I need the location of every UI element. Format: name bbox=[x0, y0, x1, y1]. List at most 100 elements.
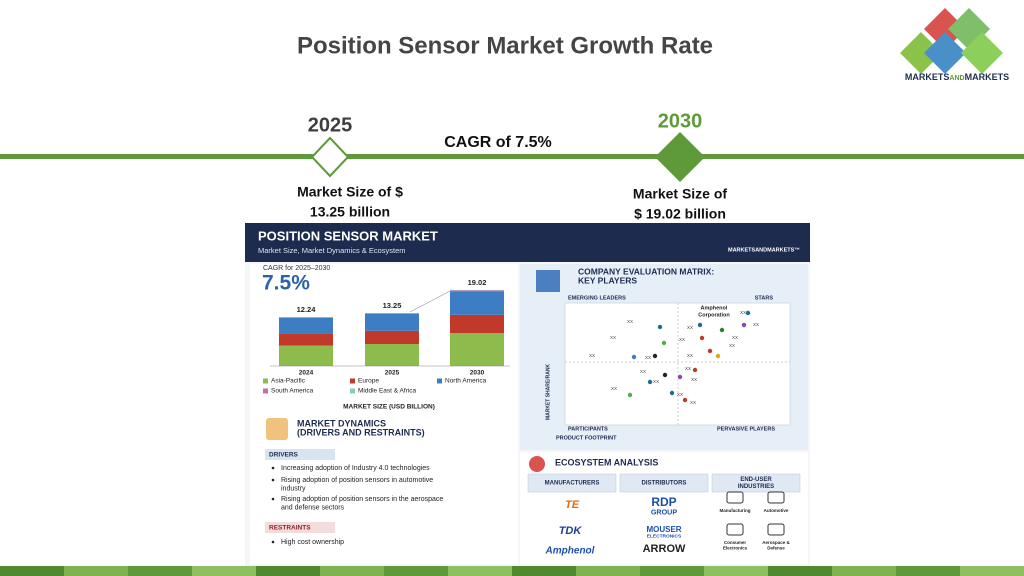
matrix-icon bbox=[536, 270, 560, 292]
highlight-label: Corporation bbox=[698, 312, 730, 318]
start-year: 2025 bbox=[308, 114, 353, 136]
bar-segment bbox=[279, 333, 333, 346]
point-label: XX bbox=[653, 379, 659, 384]
bullet bbox=[271, 466, 275, 470]
point-label: XX bbox=[685, 366, 691, 371]
bar-segment bbox=[365, 344, 419, 366]
matrix-point bbox=[715, 353, 721, 359]
footer-stripe bbox=[896, 566, 960, 576]
industry-label: Manufacturing bbox=[720, 508, 751, 513]
matrix-point bbox=[631, 354, 637, 360]
bar-segment bbox=[279, 318, 333, 334]
column-label: MANUFACTURERS bbox=[545, 481, 600, 487]
matrix-point bbox=[697, 322, 703, 328]
point-label: XX bbox=[645, 355, 651, 360]
point-label: XX bbox=[589, 353, 595, 358]
total-label: 13.25 bbox=[383, 301, 402, 310]
footer-stripe bbox=[320, 566, 384, 576]
column-label: DISTRIBUTORS bbox=[642, 481, 687, 487]
legend-swatch bbox=[263, 388, 268, 394]
category-label: 2030 bbox=[470, 370, 485, 377]
distributor-logo: ARROW bbox=[643, 543, 686, 555]
point-label: XX bbox=[677, 392, 683, 397]
footer-stripe bbox=[576, 566, 640, 576]
end-marker bbox=[655, 132, 705, 182]
bullet bbox=[271, 540, 275, 544]
matrix-point bbox=[677, 374, 683, 380]
footer-stripe bbox=[64, 566, 128, 576]
restraints-band bbox=[265, 522, 335, 533]
point-label: XX bbox=[640, 369, 646, 374]
matrix-point bbox=[707, 348, 713, 354]
point-label: XX bbox=[732, 335, 738, 340]
x-axis-label: PRODUCT FOOTPRINT bbox=[556, 435, 617, 441]
matrix-point bbox=[692, 367, 698, 373]
total-label: 19.02 bbox=[468, 278, 487, 287]
dynamics-title: MARKET DYNAMICS bbox=[297, 418, 386, 428]
logo-text: MARKETSANDMARKETS bbox=[905, 72, 1009, 82]
trend-line bbox=[409, 289, 453, 313]
timeline-line bbox=[0, 154, 1024, 159]
bar-segment bbox=[365, 330, 419, 344]
slide-title: Position Sensor Market Growth Rate bbox=[297, 32, 713, 59]
bar-segment bbox=[365, 314, 419, 331]
legend-swatch bbox=[350, 388, 355, 394]
point-label: XX bbox=[687, 353, 693, 358]
cagr: CAGR of 7.5% bbox=[444, 134, 552, 151]
infographic-title: POSITION SENSOR MARKET bbox=[258, 228, 438, 243]
manufacturer-logo: TDK bbox=[559, 525, 583, 537]
bar-segment bbox=[279, 345, 333, 366]
bullet-text: industry bbox=[281, 485, 306, 492]
footer-stripe bbox=[512, 566, 576, 576]
category-label: 2024 bbox=[299, 370, 314, 377]
column-label: END-USER bbox=[740, 477, 772, 483]
matrix-point bbox=[657, 324, 663, 330]
infographic-brand: MARKETSANDMARKETS™ bbox=[728, 247, 800, 253]
point-label: XX bbox=[627, 319, 633, 324]
drivers-band bbox=[265, 449, 335, 460]
point-label: XX bbox=[691, 377, 697, 382]
footer-stripe bbox=[640, 566, 704, 576]
footer-stripe bbox=[256, 566, 320, 576]
industry-label: Defense bbox=[767, 546, 785, 551]
bullet-text: High cost ownership bbox=[281, 539, 344, 546]
logo-mark bbox=[900, 8, 1003, 74]
legend-label: South America bbox=[271, 388, 314, 395]
footer-stripe bbox=[960, 566, 1024, 576]
column-header bbox=[619, 473, 709, 493]
industry-label: Consumer bbox=[724, 540, 747, 545]
matrix-point bbox=[682, 397, 688, 403]
bullet-text: Rising adoption of position sensors in a… bbox=[281, 477, 433, 484]
matrix-title: KEY PLAYERS bbox=[578, 275, 637, 285]
ecosystem-icon bbox=[529, 456, 545, 472]
quadrant-label: EMERGING LEADERS bbox=[568, 295, 626, 301]
quadrant-label: STARS bbox=[755, 295, 774, 301]
footer-stripe bbox=[0, 566, 64, 576]
dynamics-title: (DRIVERS AND RESTRAINTS) bbox=[297, 427, 425, 437]
distributor-logo: ELECTRONICS bbox=[647, 534, 682, 540]
legend-label: Middle East & Africa bbox=[358, 388, 417, 395]
legend-label: Europe bbox=[358, 378, 379, 385]
column-label: INDUSTRIES bbox=[738, 484, 774, 490]
highlight-label: Amphenol bbox=[701, 305, 728, 311]
industry-label: Electronics bbox=[723, 546, 748, 551]
point-label: XX bbox=[740, 310, 746, 315]
start-marker bbox=[310, 136, 350, 178]
footer-stripe bbox=[192, 566, 256, 576]
column-header bbox=[711, 473, 801, 493]
drivers-heading: DRIVERS bbox=[269, 452, 299, 459]
point-label: XX bbox=[753, 322, 759, 327]
manufacturer-logo: TE bbox=[565, 499, 580, 511]
point-label: XX bbox=[610, 335, 616, 340]
point-label: XX bbox=[690, 400, 696, 405]
legend-swatch bbox=[350, 378, 355, 384]
end-size: $ 19.02 billion bbox=[634, 206, 726, 222]
bullet-text: and defense sectors bbox=[281, 504, 345, 511]
bullet-text: Increasing adoption of Industry 4.0 tech… bbox=[281, 465, 430, 472]
point-label: XX bbox=[611, 386, 617, 391]
logo-word: MARKETS bbox=[965, 72, 1010, 82]
point-label: XX bbox=[679, 337, 685, 342]
cagr-value: 7.5% bbox=[262, 272, 310, 295]
bar-segment bbox=[450, 291, 504, 315]
